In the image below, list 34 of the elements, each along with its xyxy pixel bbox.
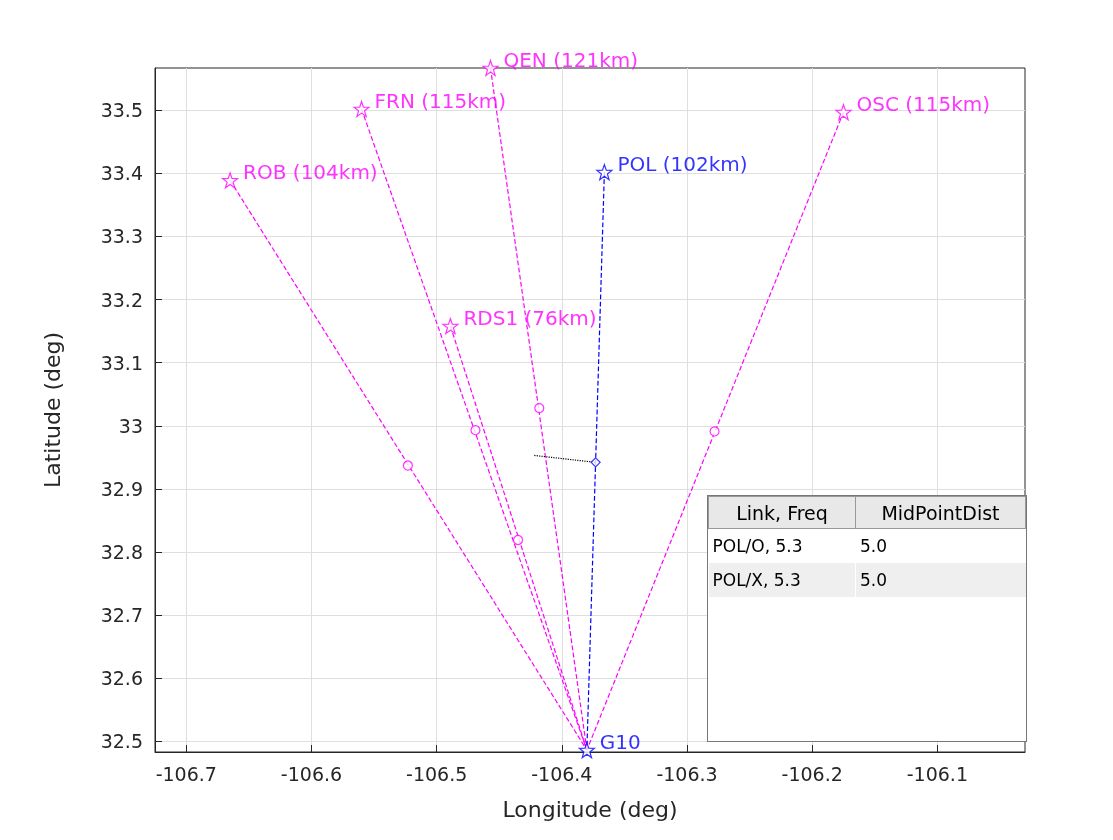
annotation: QEN (121km) <box>503 48 639 72</box>
x-tick-label: -106.7 <box>155 762 217 785</box>
y-tick-label: 32.8 <box>100 540 143 563</box>
y-tick-label: 33.2 <box>100 288 143 311</box>
annotation: POL/O, 5.3 <box>708 528 856 563</box>
x-axis-title: Longitude (deg) <box>502 796 678 822</box>
y-tick-label: 32.7 <box>100 604 143 627</box>
annotation: FRN (115km) <box>374 89 507 114</box>
y-tick-label: 32.6 <box>100 667 143 690</box>
annotation: G10 <box>599 730 641 755</box>
y-tick-label: 32.9 <box>100 477 143 500</box>
x-tick-label: -106.3 <box>656 762 718 785</box>
x-tick-label: -106.5 <box>406 762 468 785</box>
annotation: Link, Freq <box>708 496 856 529</box>
annotation: POL (102km) <box>617 152 748 177</box>
table-header: Link, Freq MidPointDist <box>708 496 1026 529</box>
x-tick-label: -106.4 <box>531 762 593 785</box>
x-tick-label: -106.2 <box>781 762 843 785</box>
y-tick-label: 32.5 <box>100 730 143 753</box>
y-tick-label: 33 <box>118 414 143 437</box>
y-tick-label: 33.1 <box>100 351 143 374</box>
annotation: OSC (115km) <box>856 92 991 117</box>
x-tick-label: -106.6 <box>280 762 343 785</box>
annotation: RDS1 (76km) <box>463 306 597 331</box>
annotation: ROB (104km) <box>243 160 378 185</box>
y-tick-label: 33.4 <box>100 162 143 185</box>
y-tick-label: 33.3 <box>100 225 143 248</box>
annotation: MidPointDist <box>855 496 1026 529</box>
annotation: 5.0 <box>858 534 888 558</box>
y-tick-label: 33.5 <box>100 99 143 122</box>
x-tick-label: -106.1 <box>906 762 968 785</box>
y-axis-title: Latitude (deg) <box>39 331 65 489</box>
annotation: POL/X, 5.3 <box>708 562 856 597</box>
table-row: POL/X, 5.3 5.0 <box>708 562 1026 597</box>
